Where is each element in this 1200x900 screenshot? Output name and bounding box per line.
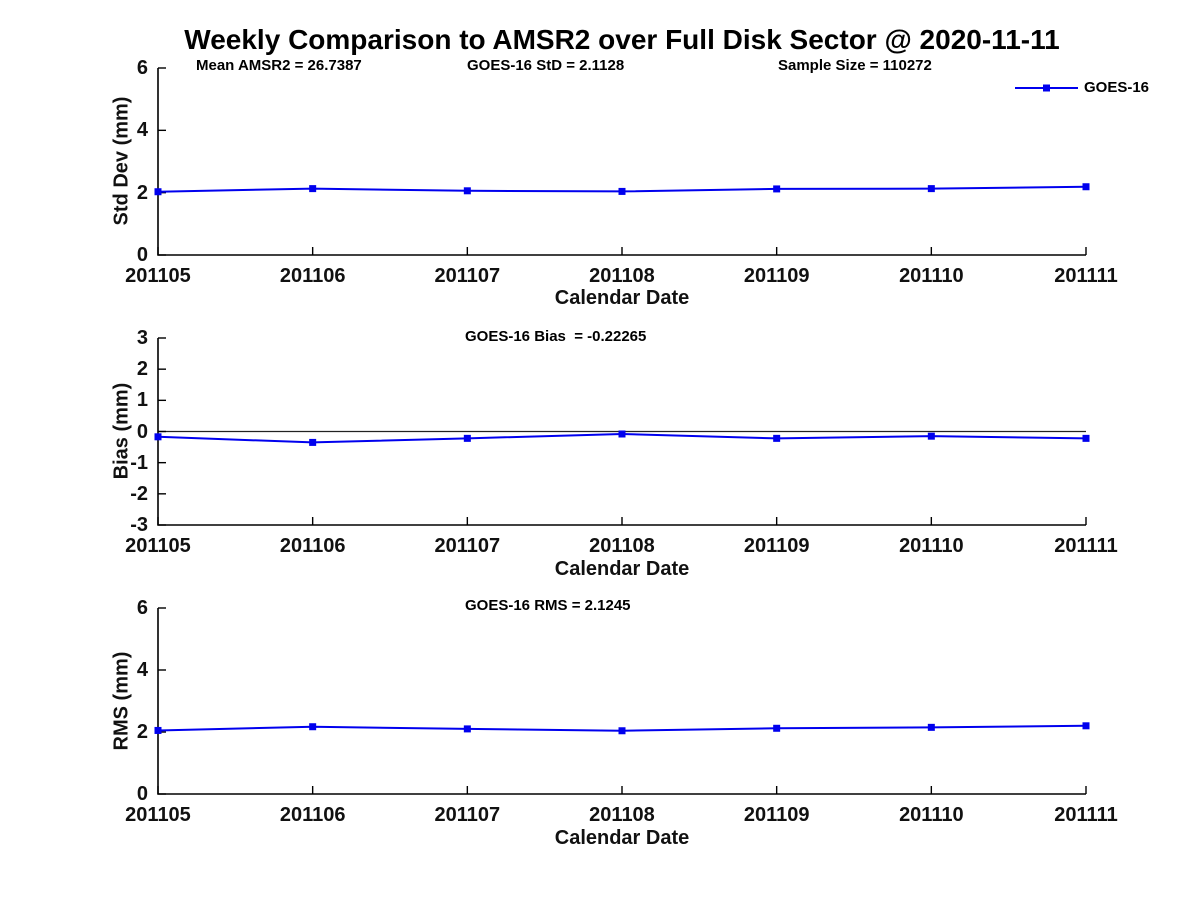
x-tick-label: 201109 [743,804,810,826]
data-point-marker [773,185,781,193]
data-point-marker [618,430,626,438]
x-tick-label: 201105 [125,804,191,826]
data-point-marker [1082,722,1090,730]
x-tick-label: 201105 [125,535,191,557]
x-axis-label-calendar-date-1: Calendar Date [554,287,690,309]
x-tick-label: 201111 [1054,265,1118,287]
x-tick-label: 201106 [279,535,346,557]
x-tick-label: 201110 [899,804,964,826]
data-point-marker [773,434,781,442]
y-tick-label: 2 [136,721,148,743]
subplot-std-dev [154,67,1090,256]
y-tick-label: -1 [130,451,148,474]
x-tick-label: 201107 [434,804,501,826]
x-tick-label: 201109 [743,535,810,557]
data-point-marker [927,432,935,440]
x-tick-label: 201106 [279,804,346,826]
data-point-marker [1082,434,1090,442]
x-tick-label: 201111 [1054,804,1118,826]
data-point-marker [309,723,317,731]
data-point-marker [154,188,162,196]
data-point-marker [463,187,471,195]
subplot-bias [154,337,1090,526]
y-tick-label: 4 [136,119,148,142]
x-tick-label: 201109 [743,265,810,287]
y-tick-label: 0 [136,244,148,266]
data-point-marker [927,723,935,731]
y-tick-label: 0 [136,420,148,443]
data-point-marker [463,434,471,442]
x-tick-label: 201108 [589,535,655,557]
x-tick-label: 201106 [279,265,346,287]
y-axis-label-rms: RMS (mm) [110,651,133,751]
y-tick-label: 6 [136,597,148,619]
y-tick-label: -2 [130,482,148,505]
x-axis-label-calendar-date-2: Calendar Date [554,558,690,580]
axis-line [157,608,1086,795]
x-tick-label: 201105 [125,265,191,287]
chart-title: Weekly Comparison to AMSR2 over Full Dis… [184,24,1060,55]
data-point-marker [618,727,626,735]
annotation-goes16-std: GOES-16 StD = 2.1128 [467,57,625,74]
x-tick-label: 201110 [899,535,964,557]
y-axis-label-std-dev: Std Dev (mm) [110,96,133,226]
y-axis-label-bias: Bias (mm) [110,382,133,480]
x-tick-label: 201110 [899,265,964,287]
x-tick-label: 201111 [1054,535,1118,557]
legend-label: GOES-16 [1084,79,1150,96]
axis-line [157,68,1086,256]
y-tick-label: 6 [136,57,148,79]
legend-swatch [1015,84,1078,92]
annotation-goes16-rms: GOES-16 RMS = 2.1245 [465,597,631,614]
data-point-marker [618,187,626,195]
data-point-marker [1082,183,1090,191]
y-tick-label: 4 [136,659,148,681]
data-point-marker [773,724,781,732]
x-axis-label-calendar-date-3: Calendar Date [554,827,690,849]
legend-marker-icon [1043,84,1050,92]
y-tick-label: -3 [130,514,148,536]
data-point-marker [309,438,317,446]
data-point-marker [154,726,162,734]
data-point-marker [927,185,935,193]
y-tick-label: 3 [136,327,148,349]
y-tick-label: 2 [136,181,148,204]
subplot-rms [154,607,1090,795]
annotation-mean-amsr2: Mean AMSR2 = 26.7387 [196,57,362,74]
data-point-marker [309,185,317,193]
y-tick-label: 1 [136,389,148,412]
data-point-marker [463,725,471,733]
x-tick-label: 201108 [589,804,655,826]
x-tick-label: 201107 [434,265,501,287]
x-tick-label: 201107 [434,535,501,557]
y-tick-label: 0 [136,783,148,805]
y-tick-label: 2 [136,358,148,381]
annotation-sample-size: Sample Size = 110272 [778,57,932,74]
data-point-marker [154,433,162,441]
x-tick-label: 201108 [589,265,655,287]
annotation-goes16-bias: GOES-16 Bias = -0.22265 [465,328,647,345]
